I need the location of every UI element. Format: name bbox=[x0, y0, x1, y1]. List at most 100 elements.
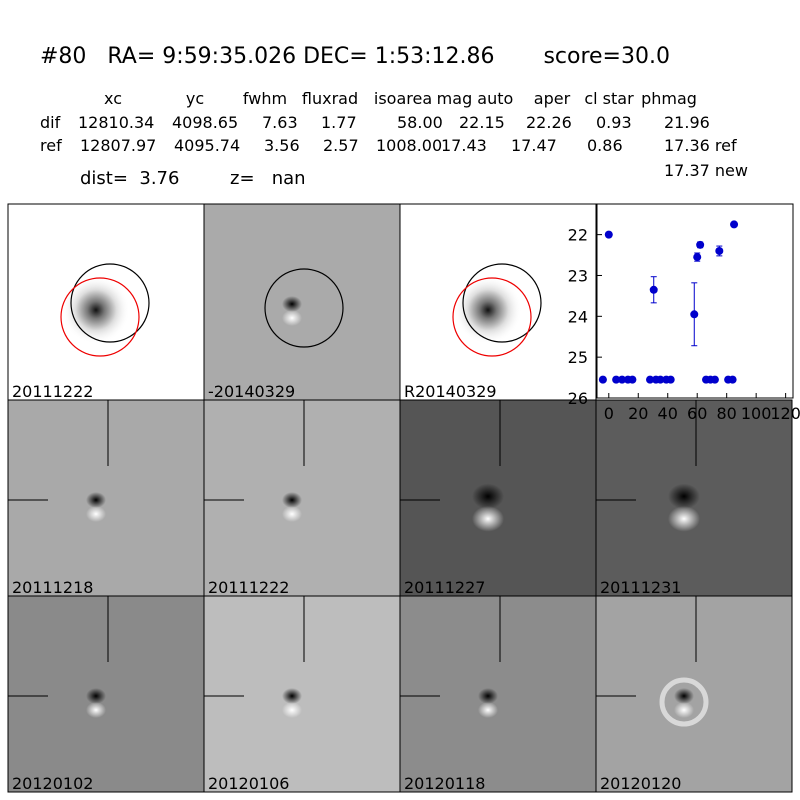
light-lobe bbox=[668, 506, 700, 532]
dist: dist= 3.76 bbox=[80, 168, 179, 189]
light-lobe bbox=[86, 702, 106, 718]
dark-lobe bbox=[478, 688, 498, 704]
image-background bbox=[203, 595, 401, 793]
light-lobe bbox=[282, 310, 302, 326]
panel-label: 20111227 bbox=[404, 578, 485, 597]
data-point bbox=[728, 375, 737, 384]
row-label: dif bbox=[40, 113, 61, 132]
dark-lobe bbox=[282, 688, 302, 704]
column-header: isoarea bbox=[374, 89, 432, 108]
dark-lobe bbox=[282, 296, 302, 312]
table-cell: 17.43 bbox=[441, 136, 487, 155]
dark-lobe bbox=[674, 688, 694, 704]
dark-lobe bbox=[86, 688, 106, 704]
x-tick-label: 120 bbox=[770, 404, 800, 423]
dark-lobe bbox=[472, 483, 504, 510]
data-point bbox=[604, 230, 613, 239]
table-cell: 22.15 bbox=[459, 113, 505, 132]
y-tick-label: 23 bbox=[568, 266, 588, 285]
data-point bbox=[656, 375, 665, 384]
light-lobe bbox=[86, 506, 106, 522]
image-background bbox=[595, 595, 793, 793]
row-label: ref bbox=[40, 136, 62, 155]
data-point bbox=[646, 375, 655, 384]
light-lobe bbox=[674, 702, 694, 718]
dark-lobe bbox=[86, 492, 106, 508]
dark-lobe bbox=[668, 483, 700, 510]
data-point bbox=[690, 310, 699, 319]
data-point bbox=[628, 375, 637, 384]
panel-label: 20111231 bbox=[600, 578, 681, 597]
column-header: cl star bbox=[584, 89, 634, 108]
aperture-new bbox=[452, 277, 532, 357]
data-point bbox=[715, 246, 724, 255]
table-cell: 1.77 bbox=[321, 113, 357, 132]
image-background bbox=[7, 595, 205, 793]
z-value: z= nan bbox=[230, 168, 306, 189]
table-cell: 17.36 ref bbox=[664, 136, 737, 155]
table-cell: 12807.97 bbox=[80, 136, 156, 155]
table-cell: 17.47 bbox=[511, 136, 557, 155]
light-lobe bbox=[472, 506, 504, 532]
table-cell: 58.00 bbox=[397, 113, 443, 132]
table-cell: 22.26 bbox=[526, 113, 572, 132]
x-tick-label: 100 bbox=[741, 404, 772, 423]
column-header: xc bbox=[104, 89, 122, 108]
panel-label: -20140329 bbox=[208, 382, 295, 401]
light-lobe bbox=[282, 702, 302, 718]
title: #80 RA= 9:59:35.026 DEC= 1:53:12.86 scor… bbox=[40, 44, 670, 69]
column-header: fwhm bbox=[243, 89, 287, 108]
data-point bbox=[612, 375, 621, 384]
image-background bbox=[203, 399, 401, 597]
table-cell: 2.57 bbox=[323, 136, 359, 155]
panel-label: 20120118 bbox=[404, 774, 485, 793]
image-background bbox=[203, 203, 401, 401]
table-cell: 12810.34 bbox=[78, 113, 154, 132]
ring bbox=[659, 677, 709, 727]
panel-label: 20120120 bbox=[600, 774, 681, 793]
panel-label: R20140329 bbox=[404, 382, 497, 401]
plot-area bbox=[596, 203, 794, 399]
data-point bbox=[618, 375, 627, 384]
column-header: fluxrad bbox=[302, 89, 358, 108]
aperture-ref bbox=[462, 263, 542, 343]
panel-label: 20120102 bbox=[12, 774, 93, 793]
aperture-new bbox=[60, 277, 140, 357]
aperture bbox=[264, 268, 344, 348]
column-header: yc bbox=[186, 89, 204, 108]
x-tick-label: 40 bbox=[658, 404, 678, 423]
table-cell: 4098.65 bbox=[172, 113, 238, 132]
panel-label: 20111222 bbox=[208, 578, 289, 597]
data-point bbox=[696, 240, 705, 249]
x-tick-label: 0 bbox=[604, 404, 614, 423]
data-point bbox=[649, 285, 658, 294]
dark-lobe bbox=[282, 492, 302, 508]
y-tick-label: 25 bbox=[568, 348, 588, 367]
table-cell: 0.93 bbox=[596, 113, 632, 132]
panel-label: 20111222 bbox=[12, 382, 93, 401]
table-cell: 1008.00 bbox=[376, 136, 442, 155]
x-tick-label: 20 bbox=[628, 404, 648, 423]
data-point bbox=[710, 375, 719, 384]
y-tick-label: 22 bbox=[568, 226, 588, 245]
data-point bbox=[730, 220, 739, 229]
table-cell: 21.96 bbox=[664, 113, 710, 132]
column-header: phmag bbox=[641, 89, 697, 108]
table-cell: 4095.74 bbox=[174, 136, 240, 155]
y-tick-label: 24 bbox=[568, 307, 588, 326]
column-header: aper bbox=[534, 89, 571, 108]
table-cell: 3.56 bbox=[264, 136, 300, 155]
aperture-ref bbox=[70, 263, 150, 343]
table-cell: 0.86 bbox=[587, 136, 623, 155]
image-grid: 20111222 -20140329 R20140329 20111218 201112… bbox=[7, 203, 793, 793]
light-lobe bbox=[282, 506, 302, 522]
panel-label: 20120106 bbox=[208, 774, 289, 793]
image-background bbox=[7, 399, 205, 597]
data-point bbox=[693, 253, 702, 262]
image-background bbox=[399, 595, 597, 793]
light-lobe bbox=[478, 702, 498, 718]
data-point bbox=[666, 375, 675, 384]
x-tick-label: 80 bbox=[717, 404, 737, 423]
